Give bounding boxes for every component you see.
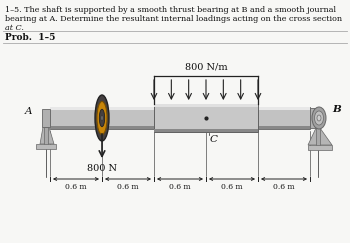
Text: at C.: at C. <box>5 24 24 32</box>
Bar <box>42 109 50 127</box>
Ellipse shape <box>312 107 326 129</box>
Polygon shape <box>40 127 54 144</box>
Text: 0.6 m: 0.6 m <box>273 183 295 191</box>
Text: bearing at A. Determine the resultant internal loadings acting on the cross sect: bearing at A. Determine the resultant in… <box>5 15 342 23</box>
Ellipse shape <box>95 95 109 141</box>
Text: 0.6 m: 0.6 m <box>117 183 139 191</box>
Bar <box>50 107 310 110</box>
Bar <box>154 104 258 132</box>
Bar <box>36 144 56 149</box>
Bar <box>310 108 317 128</box>
Bar <box>50 127 310 129</box>
Text: 800 N: 800 N <box>87 164 117 173</box>
Ellipse shape <box>315 111 323 125</box>
Ellipse shape <box>99 109 105 127</box>
Text: B: B <box>332 105 341 114</box>
Bar <box>50 107 310 129</box>
Bar <box>308 145 332 150</box>
Ellipse shape <box>101 115 103 121</box>
Bar <box>154 104 258 107</box>
Text: 800 N/m: 800 N/m <box>185 62 227 71</box>
Text: 0.6 m: 0.6 m <box>169 183 191 191</box>
Text: 0.6 m: 0.6 m <box>221 183 243 191</box>
Bar <box>316 128 320 146</box>
Text: 1–5. The shaft is supported by a smooth thrust bearing at B and a smooth journal: 1–5. The shaft is supported by a smooth … <box>5 6 336 14</box>
Text: 0.6 m: 0.6 m <box>65 183 87 191</box>
Ellipse shape <box>317 115 321 121</box>
Polygon shape <box>308 128 332 145</box>
Bar <box>154 130 258 132</box>
Bar <box>44 127 48 147</box>
Text: Prob.  1–5: Prob. 1–5 <box>5 33 55 42</box>
Text: A: A <box>25 107 32 116</box>
Text: C: C <box>210 135 218 144</box>
Ellipse shape <box>97 101 107 135</box>
